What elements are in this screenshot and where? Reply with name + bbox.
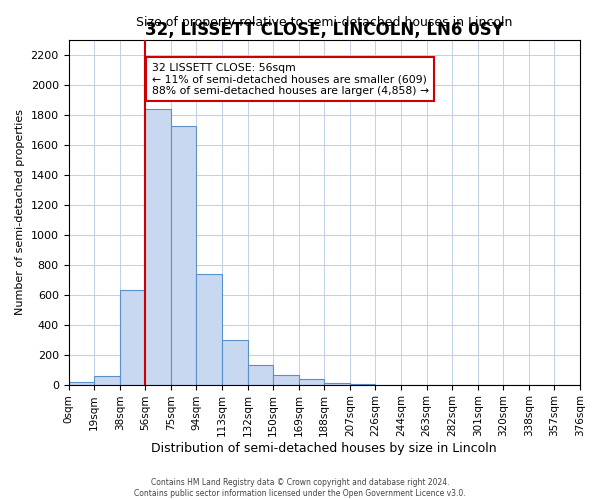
Bar [299, 378, 324, 384]
Y-axis label: Number of semi-detached properties: Number of semi-detached properties [15, 110, 25, 316]
Text: Contains HM Land Registry data © Crown copyright and database right 2024.
Contai: Contains HM Land Registry data © Crown c… [134, 478, 466, 498]
Bar [324, 383, 350, 384]
Bar [94, 376, 119, 384]
Bar [171, 126, 196, 384]
Bar [196, 274, 222, 384]
Bar [222, 340, 248, 384]
Text: Size of property relative to semi-detached houses in Lincoln: Size of property relative to semi-detach… [136, 16, 512, 30]
Bar [248, 365, 273, 384]
Bar [119, 290, 145, 384]
Title: 32, LISSETT CLOSE, LINCOLN, LN6 0SY: 32, LISSETT CLOSE, LINCOLN, LN6 0SY [145, 21, 503, 39]
Bar [273, 375, 299, 384]
Bar [68, 382, 94, 384]
Text: 32 LISSETT CLOSE: 56sqm
← 11% of semi-detached houses are smaller (609)
88% of s: 32 LISSETT CLOSE: 56sqm ← 11% of semi-de… [152, 63, 429, 96]
Bar [145, 109, 171, 384]
X-axis label: Distribution of semi-detached houses by size in Lincoln: Distribution of semi-detached houses by … [151, 442, 497, 455]
